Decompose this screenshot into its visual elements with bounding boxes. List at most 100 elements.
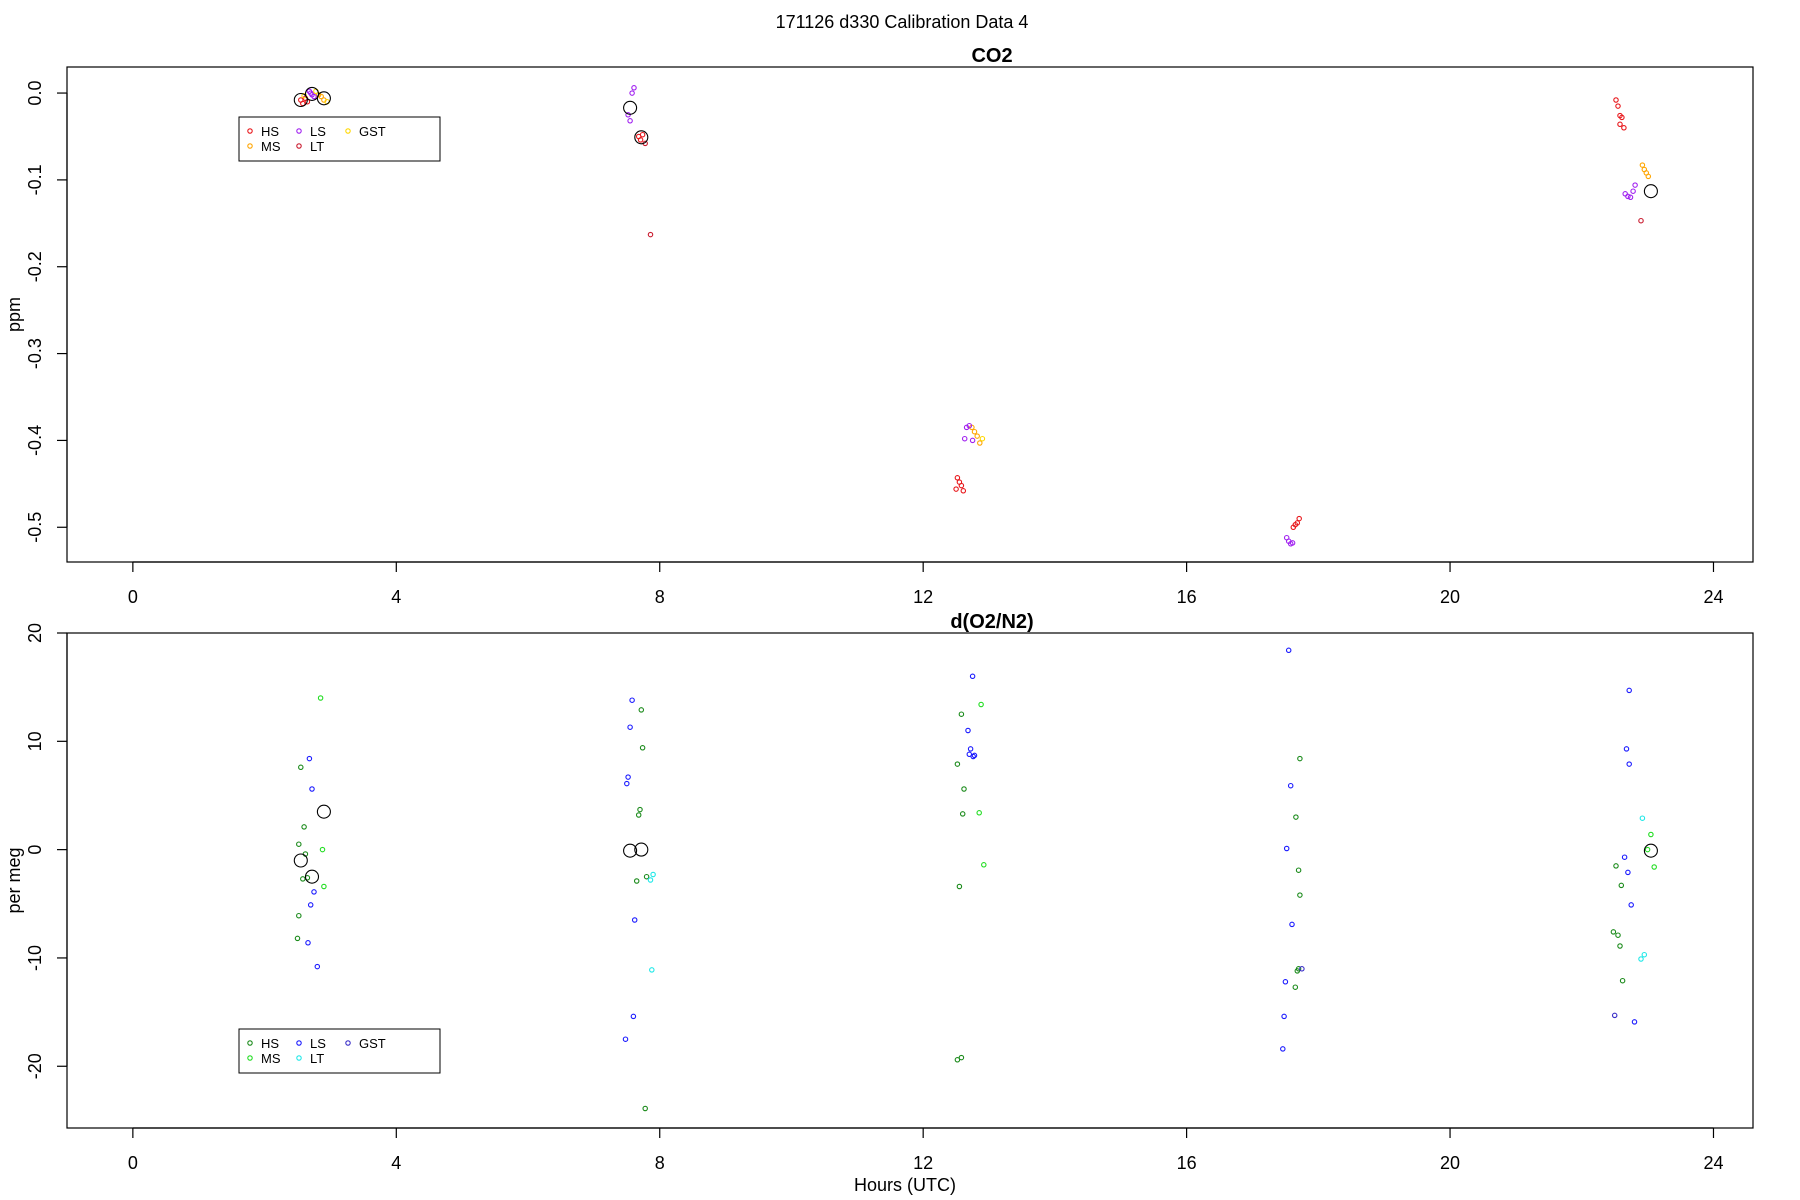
data-point xyxy=(305,940,311,946)
data-point xyxy=(1617,943,1623,949)
data-point xyxy=(1626,761,1632,767)
data-point xyxy=(1638,217,1644,224)
legend-marker xyxy=(247,1040,253,1046)
data-point xyxy=(960,488,967,494)
panel-title: d(O2/N2) xyxy=(950,611,1033,633)
x-tick-label: 24 xyxy=(1703,1153,1723,1173)
legend-label: LT xyxy=(310,139,324,154)
data-point xyxy=(971,752,978,759)
data-point xyxy=(1645,173,1652,180)
series-lt xyxy=(642,140,1644,238)
data-point xyxy=(978,701,984,708)
y-tick-label: -20 xyxy=(25,1053,45,1079)
mean-marker xyxy=(634,130,649,145)
data-point xyxy=(639,745,646,751)
data-point xyxy=(958,1054,965,1061)
data-point xyxy=(1295,966,1302,972)
data-point xyxy=(1292,984,1299,990)
data-point xyxy=(1623,746,1630,752)
data-point xyxy=(966,422,973,429)
data-point xyxy=(1299,966,1305,972)
data-point xyxy=(311,889,317,895)
data-point xyxy=(631,917,638,923)
mean-marker xyxy=(634,842,649,857)
legend-label: LT xyxy=(310,1051,324,1066)
data-point xyxy=(976,810,982,816)
y-tick-label: -0.2 xyxy=(25,251,45,282)
data-point xyxy=(1610,929,1617,935)
data-points xyxy=(293,647,1658,1112)
data-point xyxy=(629,90,635,96)
data-point xyxy=(627,118,633,124)
data-point xyxy=(1622,191,1628,197)
data-point xyxy=(958,482,965,489)
y-axis: 0.0 -0.1 -0.2 -0.3 -0.4 -0.5 xyxy=(25,81,68,543)
data-point xyxy=(637,806,643,813)
y-tick-label: -0.3 xyxy=(25,338,45,369)
legend-marker xyxy=(296,1040,302,1046)
data-point xyxy=(294,935,301,942)
data-point xyxy=(1631,1019,1638,1025)
y-tick-label: 0 xyxy=(25,845,45,855)
data-point xyxy=(1651,864,1657,870)
data-point xyxy=(1297,892,1303,898)
mean-marker xyxy=(623,843,638,858)
legend-marker xyxy=(296,143,302,149)
data-point xyxy=(622,1036,629,1042)
data-point xyxy=(956,883,963,890)
data-point xyxy=(954,761,961,767)
x-tick-label: 20 xyxy=(1440,587,1460,607)
series-ms xyxy=(317,695,1657,890)
data-point xyxy=(643,873,650,880)
mean-marker xyxy=(304,869,320,884)
data-point xyxy=(307,902,314,908)
data-point xyxy=(650,871,656,878)
mean-marker xyxy=(1643,843,1658,858)
data-point xyxy=(1289,921,1295,928)
data-point xyxy=(296,912,302,919)
data-point xyxy=(301,824,307,830)
data-point xyxy=(647,231,654,238)
data-point xyxy=(633,878,640,884)
data-point xyxy=(1626,687,1632,694)
x-tick-label: 12 xyxy=(913,1153,933,1173)
x-tick-label: 16 xyxy=(1177,587,1197,607)
legend-label: GST xyxy=(359,124,386,139)
data-point xyxy=(1283,845,1290,852)
x-tick-label: 4 xyxy=(391,587,401,607)
data-point xyxy=(1641,951,1648,958)
series-lt xyxy=(647,815,1648,973)
data-point xyxy=(318,93,324,100)
x-tick-label: 0 xyxy=(128,1153,138,1173)
data-point xyxy=(1297,755,1303,762)
data-point xyxy=(954,1057,961,1063)
y-tick-label: 0.0 xyxy=(25,81,45,106)
series-ms xyxy=(315,92,1652,446)
data-point xyxy=(300,876,306,882)
data-point xyxy=(977,440,983,446)
data-point xyxy=(969,437,976,444)
data-point xyxy=(1625,193,1631,200)
data-point xyxy=(1639,815,1646,821)
data-point xyxy=(321,883,327,890)
legend-label: LS xyxy=(310,124,326,139)
data-point xyxy=(1289,540,1296,546)
data-point xyxy=(1630,188,1636,194)
series-hs xyxy=(294,707,1626,1112)
data-point xyxy=(959,811,966,817)
data-point xyxy=(1293,814,1299,820)
legend-marker xyxy=(345,128,351,134)
legend-label: HS xyxy=(261,1036,279,1051)
data-point xyxy=(965,727,971,734)
data-point xyxy=(967,746,974,752)
data-point xyxy=(1287,782,1294,789)
data-point xyxy=(638,707,645,713)
data-point xyxy=(1282,979,1289,985)
series-ls xyxy=(305,647,1638,1052)
co2-panel: CO2 0 4 8 12 16 20 24 0.0 -0.1 -0.2 -0.3 -0.4 -0.5 ppm… xyxy=(4,45,1754,607)
o2n2-panel: d(O2/N2) 0 4 8 12 16 20 24 20 10 0 -10 -20 per meg Hou… xyxy=(4,611,1754,1195)
legend-marker xyxy=(345,1040,351,1046)
data-point xyxy=(1296,515,1302,522)
x-tick-label: 24 xyxy=(1703,587,1723,607)
